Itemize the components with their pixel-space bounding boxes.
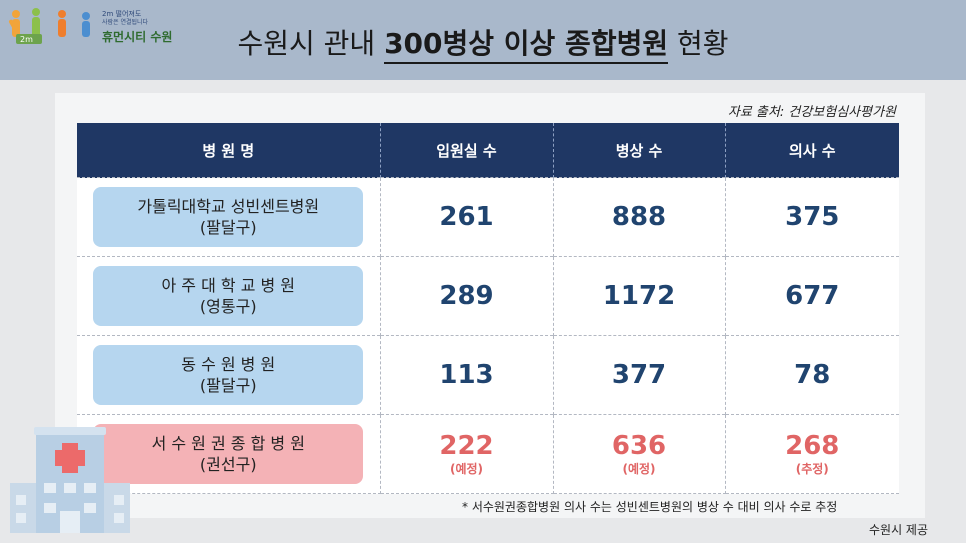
column-header-doctors: 의사 수 — [725, 123, 899, 178]
beds-cell: 1172 — [553, 256, 726, 336]
rooms-cell: 113 — [380, 335, 554, 415]
table-row: 가톨릭대학교 성빈센트병원 (팔달구) 261 888 375 — [77, 177, 899, 257]
credit: 수원시 제공 — [869, 523, 929, 537]
column-header-rooms: 입원실 수 — [380, 123, 554, 178]
hospital-building-icon — [10, 427, 130, 533]
doctors-cell: 268 (추정) — [725, 414, 899, 494]
beds-value: 888 — [611, 202, 667, 232]
title-highlight: 300병상 이상 종합병원 — [384, 27, 669, 64]
title-prefix: 수원시 관내 — [237, 27, 385, 60]
footnote: * 서수원권종합병원 의사 수는 성빈센트병원의 병상 수 대비 의사 수로 추… — [462, 500, 838, 514]
rooms-value: 113 — [439, 360, 494, 390]
rooms-value: 261 — [439, 202, 494, 232]
hospital-name-cell: 동 수 원 병 원 (팔달구) — [77, 335, 381, 415]
table-row: 서 수 원 권 종 합 병 원 (권선구) 222 (예정) 636 (예정) … — [77, 414, 899, 494]
table-header-row: 병 원 명 입원실 수 병상 수 의사 수 — [77, 123, 899, 178]
beds-note: (예정) — [622, 461, 656, 476]
doctors-value: 375 — [785, 202, 840, 232]
hospital-district: (팔달구) — [199, 376, 257, 395]
rooms-cell: 261 — [380, 177, 554, 257]
doctors-value: 677 — [785, 281, 840, 311]
title-suffix: 현황 — [668, 27, 729, 60]
hospital-district: (권선구) — [199, 455, 257, 474]
doctors-cell: 78 — [725, 335, 899, 415]
hospital-name-box: 동 수 원 병 원 (팔달구) — [93, 345, 364, 405]
beds-value: 636 — [611, 430, 667, 461]
doctors-cell: 375 — [725, 177, 899, 257]
hospital-name-box: 서 수 원 권 종 합 병 원 (권선구) — [93, 424, 364, 484]
hospital-name-cell: 서 수 원 권 종 합 병 원 (권선구) — [77, 414, 381, 494]
rooms-note: (예정) — [449, 461, 484, 476]
table-row: 동 수 원 병 원 (팔달구) 113 377 78 — [77, 335, 899, 415]
beds-value: 377 — [611, 360, 667, 390]
people-figures-icon: 2m — [9, 8, 90, 44]
hospital-table: 병 원 명 입원실 수 병상 수 의사 수 가톨릭대학교 성빈센트병원 (팔달구… — [77, 123, 899, 494]
page-title: 수원시 관내 300병상 이상 종합병원 현황 — [237, 22, 729, 64]
hospital-district: (영통구) — [199, 297, 257, 316]
logo-tagline-sub: 사람은 연결됩니다 — [102, 19, 149, 26]
logo-tagline: 2m 떨어져도 — [102, 10, 142, 18]
rooms-value: 222 — [439, 430, 494, 461]
hospital-name-box: 아 주 대 학 교 병 원 (영통구) — [93, 266, 364, 326]
doctors-value: 268 — [785, 430, 840, 461]
column-header-name: 병 원 명 — [77, 123, 381, 178]
city-logo: 2m 2m 떨어져도 사람은 연결됩니다 휴먼시티 수원 — [6, 6, 186, 50]
logo-badge: 2m — [20, 35, 33, 44]
rooms-value: 289 — [439, 281, 494, 311]
hospital-name: 서 수 원 권 종 합 병 원 — [151, 434, 305, 453]
hospital-district: (팔달구) — [199, 218, 257, 237]
doctors-note: (추정) — [795, 461, 829, 476]
hospital-name-cell: 아 주 대 학 교 병 원 (영통구) — [77, 256, 381, 336]
beds-cell: 377 — [553, 335, 726, 415]
doctors-value: 78 — [794, 360, 831, 390]
beds-value: 1172 — [602, 281, 676, 311]
logo-brand-text: 휴먼시티 수원 — [102, 30, 173, 44]
header-bar: 2m 2m 떨어져도 사람은 연결됩니다 휴먼시티 수원 수원시 관내 300병… — [0, 0, 966, 80]
hospital-name-box: 가톨릭대학교 성빈센트병원 (팔달구) — [93, 187, 364, 247]
doctors-cell: 677 — [725, 256, 899, 336]
data-source: 자료 출처: 건강보험심사평가원 — [727, 105, 896, 120]
hospital-name: 동 수 원 병 원 — [181, 355, 276, 374]
rooms-cell: 222 (예정) — [380, 414, 554, 494]
rooms-cell: 289 — [380, 256, 554, 336]
hospital-name: 가톨릭대학교 성빈센트병원 — [137, 197, 320, 216]
column-header-beds: 병상 수 — [553, 123, 726, 178]
beds-cell: 888 — [553, 177, 726, 257]
beds-cell: 636 (예정) — [553, 414, 726, 494]
table-row: 아 주 대 학 교 병 원 (영통구) 289 1172 677 — [77, 256, 899, 336]
hospital-name-cell: 가톨릭대학교 성빈센트병원 (팔달구) — [77, 177, 381, 257]
hospital-name: 아 주 대 학 교 병 원 — [161, 276, 296, 295]
